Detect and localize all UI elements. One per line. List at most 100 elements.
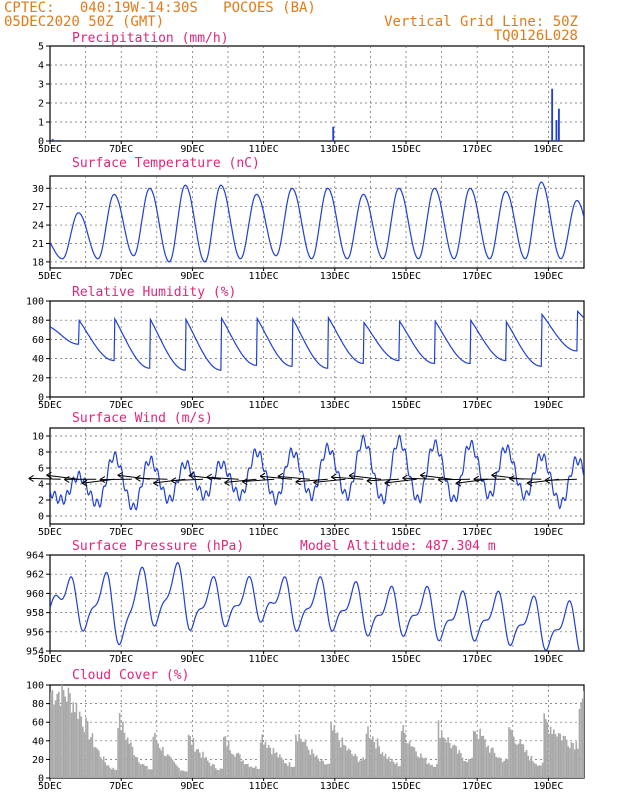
cloud-bar <box>388 756 390 778</box>
cloud-bar <box>74 712 76 778</box>
cloud-bar <box>171 759 174 778</box>
cloud-bar <box>311 749 313 778</box>
cloud-bar <box>59 705 62 778</box>
cloud-bar <box>99 756 102 778</box>
cloud-bar <box>500 758 502 778</box>
cloud-bar <box>405 742 408 778</box>
cloud-bar <box>458 750 461 778</box>
cloud-bar <box>291 767 294 778</box>
cloud-bar <box>296 741 299 778</box>
wind-arrow <box>384 478 417 484</box>
panel-title: Surface Temperature (nC) <box>72 156 260 171</box>
cloud-bar <box>498 757 501 778</box>
y-tick-label: 27 <box>32 202 44 213</box>
wind-arrowhead <box>206 473 212 481</box>
cloud-bar <box>303 741 305 778</box>
cloud-bar <box>577 748 579 778</box>
cloud-bar <box>216 769 219 778</box>
cloud-bar <box>434 766 437 778</box>
cloud-bar <box>218 769 220 778</box>
cloud-bar <box>538 765 541 778</box>
precip-bar <box>555 120 558 141</box>
cloud-bar <box>378 746 381 778</box>
cloud-bar <box>495 756 497 778</box>
cloud-bar <box>317 758 320 778</box>
wind-arrowhead <box>331 473 337 481</box>
cloud-bar <box>295 734 297 778</box>
wind-arrowhead <box>509 475 515 483</box>
x-tick-label: 13DEC <box>320 400 350 411</box>
cloud-bar <box>537 766 539 778</box>
wind-arrow <box>188 475 221 480</box>
cloud-bar <box>559 733 562 778</box>
wind-arrow <box>509 478 542 480</box>
x-tick-label: 7DEC <box>109 144 133 155</box>
cloud-bar <box>282 759 284 778</box>
x-tick-label: 11DEC <box>249 781 279 792</box>
wind-arrow <box>313 478 346 483</box>
x-tick-label: 11DEC <box>249 654 279 665</box>
cloud-bar <box>517 743 520 778</box>
x-tick-label: 19DEC <box>533 400 563 411</box>
cloud-bar <box>149 769 151 778</box>
cloud-bar <box>338 740 340 778</box>
cloud-bar <box>572 743 574 778</box>
cloud-bar <box>173 761 175 778</box>
cloud-bar <box>213 764 216 778</box>
x-tick-label: 7DEC <box>109 400 133 411</box>
cloud-bar <box>240 761 243 778</box>
y-tick-label: 20 <box>32 373 44 384</box>
cloud-bar <box>94 747 97 778</box>
cloud-bar <box>146 765 148 778</box>
wind-arrow <box>349 475 382 480</box>
cloud-bar <box>197 748 199 778</box>
cloud-bar <box>101 760 103 778</box>
cloud-bar <box>472 730 475 778</box>
y-tick-label: 1 <box>38 118 44 129</box>
cloud-bar <box>397 766 400 778</box>
cloud-bar <box>269 747 272 778</box>
cloud-bar <box>463 761 465 778</box>
cloud-bar <box>78 711 81 778</box>
y-tick-label: 958 <box>26 608 44 619</box>
y-tick-label: 80 <box>32 316 44 327</box>
cloud-bar <box>554 733 557 778</box>
cloud-bar <box>195 749 198 778</box>
cloud-bar <box>469 760 472 778</box>
cloud-bar <box>232 754 235 778</box>
x-tick-label: 15DEC <box>391 781 421 792</box>
series-line <box>50 309 584 371</box>
cloud-bar <box>485 747 488 778</box>
cloud-bar <box>383 756 385 778</box>
cloud-bar <box>501 762 504 778</box>
cloud-bar <box>315 755 318 778</box>
wind-arrowhead <box>117 471 123 479</box>
x-tick-label: 7DEC <box>109 271 133 282</box>
wind-arrowhead <box>153 479 159 487</box>
cloud-bar <box>556 736 558 778</box>
cloud-bar <box>271 754 273 778</box>
wind-arrow <box>277 475 310 480</box>
y-tick-label: 954 <box>26 647 44 658</box>
cloud-bar <box>412 746 414 778</box>
cloud-bar <box>452 745 454 778</box>
cloud-bar <box>372 736 374 778</box>
cloud-bar <box>442 737 445 778</box>
cloud-bar <box>272 748 275 778</box>
cloud-bar <box>138 762 140 778</box>
cloud-bar <box>323 764 326 778</box>
cloud-bar <box>335 733 337 778</box>
cloud-bar <box>548 733 550 778</box>
cloud-bar <box>530 755 533 778</box>
precip-bar <box>332 126 335 141</box>
cloud-bar <box>448 742 451 778</box>
cloud-bar <box>347 748 350 778</box>
cloud-bar <box>306 746 308 778</box>
x-tick-label: 5DEC <box>38 527 62 538</box>
x-tick-label: 5DEC <box>38 654 62 665</box>
cloud-bar <box>144 765 147 778</box>
cloud-bar <box>206 760 209 778</box>
cloud-bar <box>112 767 115 778</box>
cloud-bar <box>490 748 493 778</box>
cloud-bar <box>549 726 552 778</box>
